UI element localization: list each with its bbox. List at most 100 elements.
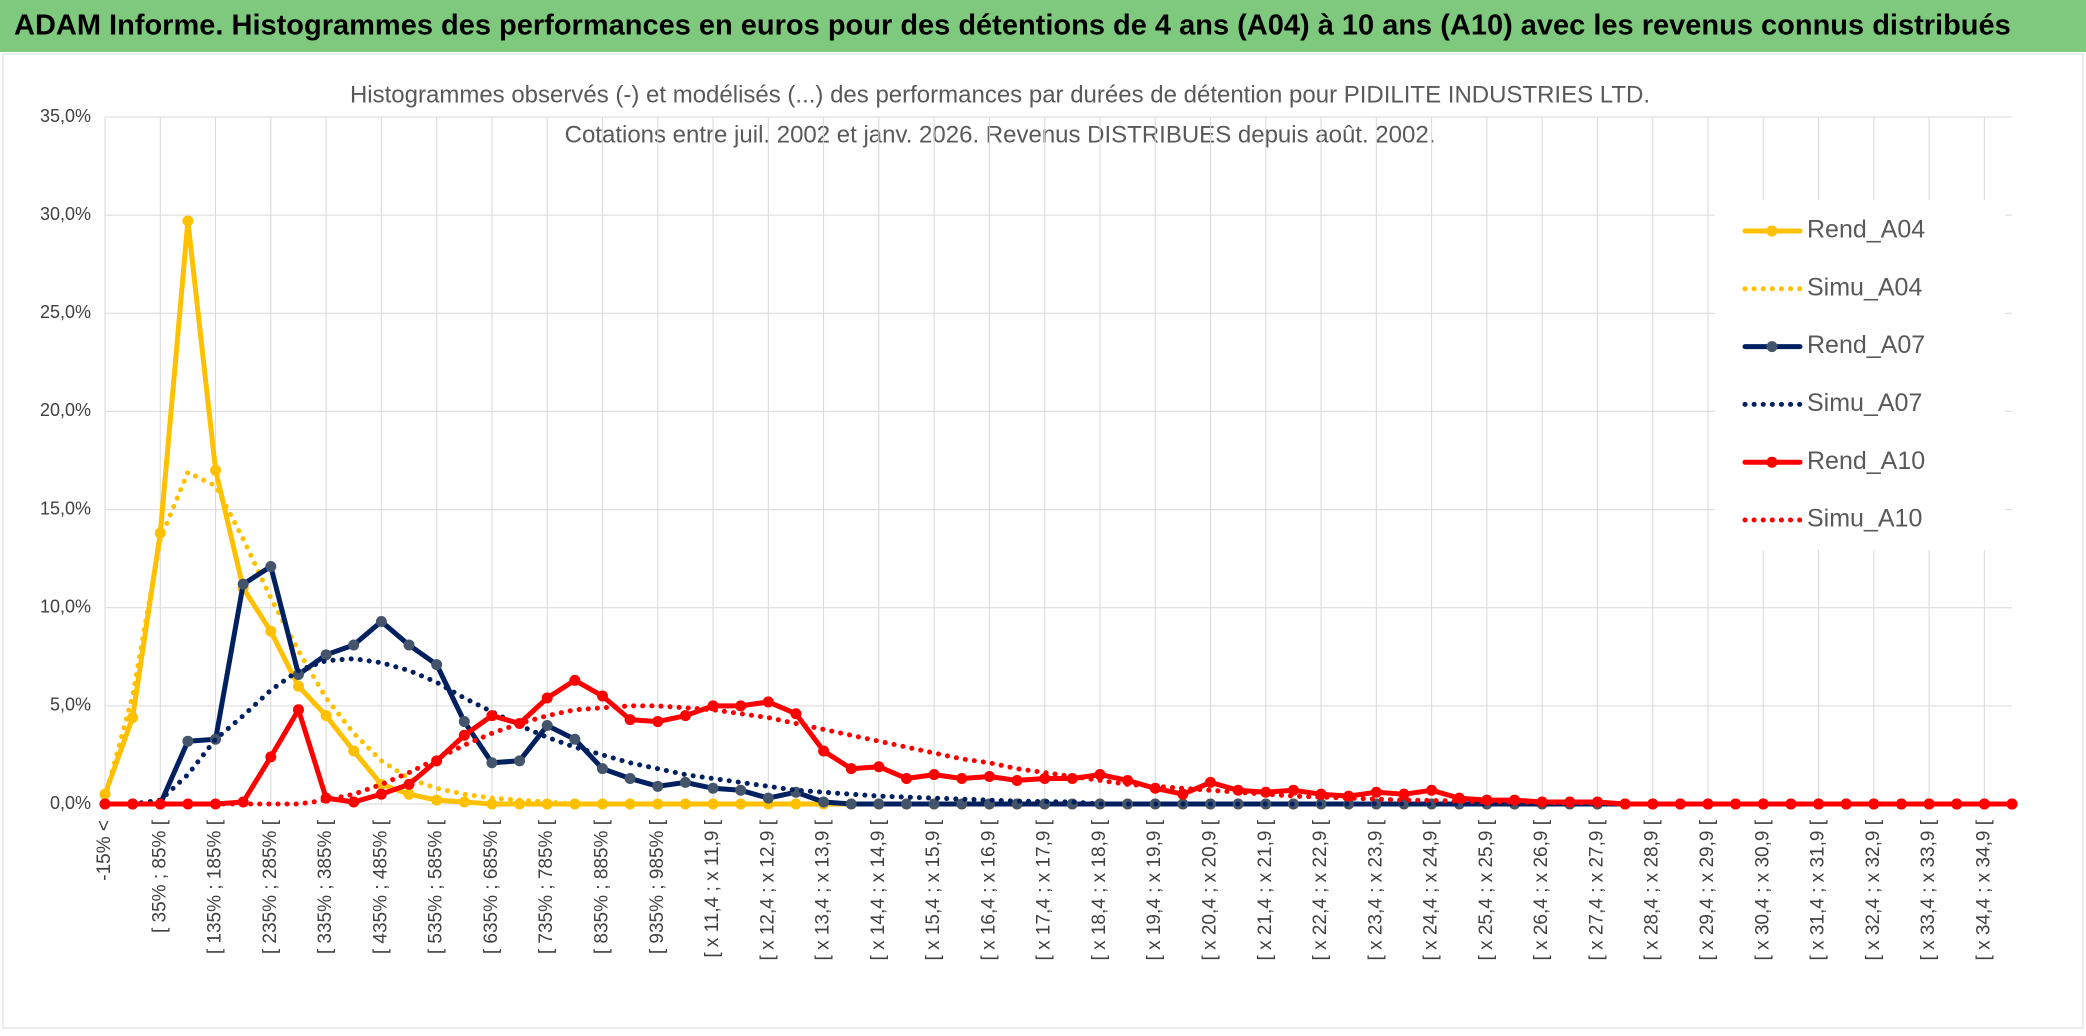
- data-point: [569, 733, 581, 745]
- data-point: [265, 625, 277, 637]
- data-point: [265, 751, 277, 763]
- data-point: [458, 796, 470, 808]
- data-point: [596, 690, 608, 702]
- x-tick-label: [ x 32,4 ; x 32,9 [: [1863, 819, 1884, 960]
- data-point: [486, 798, 498, 810]
- series-line: [102, 677, 2015, 807]
- data-point: [1177, 788, 1189, 800]
- data-point: [1287, 784, 1299, 796]
- legend-label: Simu_A04: [1807, 273, 1922, 301]
- x-tick-label: [ x 28,4 ; x 28,9 [: [1642, 819, 1663, 960]
- data-point: [707, 782, 719, 794]
- y-tick-label: 35,0%: [40, 106, 91, 126]
- data-point: [210, 464, 222, 476]
- data-point: [652, 716, 664, 728]
- data-point: [679, 710, 691, 722]
- x-tick-label: [ 335% ; 385% [: [315, 819, 336, 954]
- x-tick-label: [ x 27,4 ; x 27,9 [: [1586, 819, 1607, 960]
- y-tick-label: 20,0%: [40, 400, 91, 420]
- data-point: [707, 798, 719, 810]
- x-tick-label: [ 435% ; 485% [: [370, 819, 391, 954]
- data-point: [1066, 798, 1078, 810]
- data-point: [956, 772, 968, 784]
- data-point: [292, 704, 304, 716]
- data-point: [348, 639, 360, 651]
- data-point: [624, 714, 636, 726]
- data-point: [403, 639, 415, 651]
- chart-border: [2, 53, 2084, 1029]
- legend-marker: [1766, 341, 1778, 353]
- data-point: [1205, 776, 1217, 788]
- header: ADAM Informe. Histogrammes des performan…: [14, 10, 2011, 42]
- data-point: [486, 710, 498, 722]
- data-point: [762, 696, 774, 708]
- data-point: [320, 710, 332, 722]
- data-point: [375, 615, 387, 627]
- data-point: [514, 755, 526, 767]
- header-bar: [0, 0, 2086, 52]
- x-tick-label: [ x 19,4 ; x 19,9 [: [1144, 819, 1165, 960]
- data-point: [182, 215, 194, 227]
- data-point: [1039, 772, 1051, 784]
- x-tick-label: [ 935% ; 985% [: [647, 819, 668, 954]
- data-point: [845, 798, 857, 810]
- x-tick-label: [ 235% ; 285% [: [260, 819, 281, 954]
- data-point: [983, 771, 995, 783]
- x-tick-label: [ x 33,4 ; x 33,9 [: [1918, 819, 1939, 960]
- y-tick-label: 30,0%: [40, 204, 91, 224]
- y-tick-label: 5,0%: [50, 695, 91, 715]
- data-point: [127, 712, 139, 724]
- y-tick-label: 25,0%: [40, 302, 91, 322]
- data-point: [458, 716, 470, 728]
- x-tick-label: [ x 22,4 ; x 22,9 [: [1310, 819, 1331, 960]
- y-tick-label: 15,0%: [40, 498, 91, 518]
- data-point: [873, 798, 885, 810]
- chart-subtitle: Cotations entre juil. 2002 et janv. 2026…: [565, 121, 1436, 148]
- data-point: [900, 772, 912, 784]
- x-tick-label: [ x 31,4 ; x 31,9 [: [1808, 819, 1829, 960]
- x-tick-label: [ x 25,4 ; x 25,9 [: [1476, 819, 1497, 960]
- legend: Rend_A04 Simu_A04 Rend_A07 Simu_A07 Rend_A10…: [1715, 200, 2005, 550]
- data-point: [790, 708, 802, 720]
- legend-label: Rend_A04: [1807, 216, 1925, 244]
- legend-box: [1715, 200, 2005, 550]
- x-tick-label: [ x 13,4 ; x 13,9 [: [813, 819, 834, 960]
- data-point: [1011, 774, 1023, 786]
- x-tick-label: [ x 24,4 ; x 24,9 [: [1421, 819, 1442, 960]
- x-tick-label: [ x 15,4 ; x 15,9 [: [923, 819, 944, 960]
- data-point: [845, 763, 857, 775]
- x-tick-label: [ 735% ; 785% [: [536, 819, 557, 954]
- data-point: [652, 780, 664, 792]
- data-point: [320, 649, 332, 661]
- data-point: [873, 761, 885, 773]
- data-point: [292, 668, 304, 680]
- legend-marker: [1766, 225, 1778, 237]
- data-point: [458, 729, 470, 741]
- data-point: [1398, 788, 1410, 800]
- x-tick-label: -15% <: [94, 820, 115, 881]
- data-point: [900, 798, 912, 810]
- data-point: [1426, 784, 1438, 796]
- legend-marker: [1766, 456, 1778, 468]
- x-tick-label: [ x 21,4 ; x 21,9 [: [1255, 819, 1276, 960]
- data-point: [818, 745, 830, 757]
- data-point: [762, 792, 774, 804]
- x-tick-label: [ x 29,4 ; x 29,9 [: [1697, 819, 1718, 960]
- data-point: [403, 778, 415, 790]
- data-point: [375, 788, 387, 800]
- x-tick-label: [ 835% ; 885% [: [591, 819, 612, 954]
- x-tick-label: [ x 26,4 ; x 26,9 [: [1531, 819, 1552, 960]
- data-point: [541, 719, 553, 731]
- data-point: [431, 659, 443, 671]
- legend-label: Simu_A07: [1807, 389, 1922, 417]
- x-tick-label: [ x 17,4 ; x 17,9 [: [1034, 819, 1055, 960]
- data-point: [928, 769, 940, 781]
- data-point: [928, 798, 940, 810]
- data-point: [735, 798, 747, 810]
- legend-label: Rend_A10: [1807, 447, 1925, 475]
- data-point: [624, 772, 636, 784]
- y-tick-label: 0,0%: [50, 793, 91, 813]
- data-point: [1370, 786, 1382, 798]
- data-point: [182, 735, 194, 747]
